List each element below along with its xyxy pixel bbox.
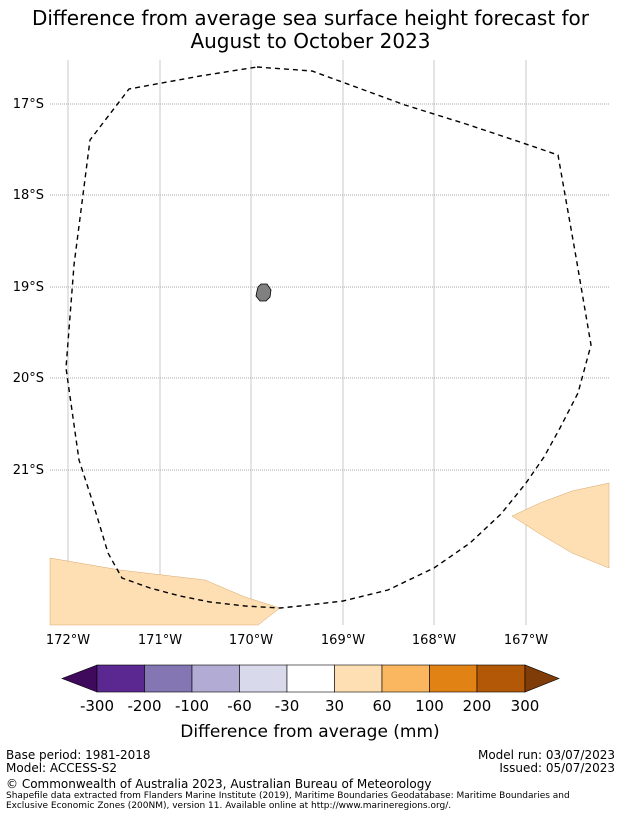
colorbar-bin (334, 664, 383, 693)
colorbar-bin (476, 664, 526, 693)
colorbar-bin (429, 664, 478, 693)
lon-label: 170°W (229, 633, 273, 648)
footer-right: Model run: 03/07/2023 Issued: 05/07/2023 (478, 749, 615, 775)
colorbar-tick-label: -30 (275, 697, 300, 715)
colorbar-bin (191, 664, 240, 693)
lon-label: 167°W (504, 633, 548, 648)
colorbar-ticks: -300 -200 -100 -60 -30 30 60 100 200 300 (80, 697, 539, 715)
copyright-notice: © Commonwealth of Australia 2023, Austra… (6, 777, 432, 791)
latitude-gridlines (50, 103, 609, 471)
footer-left: Base period: 1981-2018 Model: ACCESS-S2 (6, 749, 151, 775)
longitude-gridlines (67, 60, 527, 625)
lon-label: 172°W (46, 633, 90, 648)
colorbar-bin (381, 664, 430, 693)
colorbar-tick-label: 60 (372, 697, 391, 715)
colorbar-tick-label: 100 (415, 697, 444, 715)
lat-label: 18°S (13, 188, 44, 203)
model-name: Model: ACCESS-S2 (6, 761, 118, 775)
colorbar-tick-label: -100 (175, 697, 209, 715)
colorbar-tick-label: -200 (127, 697, 161, 715)
anomaly-region-east (511, 482, 610, 569)
colorbar-tick-label: 300 (511, 697, 540, 715)
base-period: Base period: 1981-2018 (6, 748, 151, 762)
lat-label: 17°S (13, 97, 44, 112)
colorbar-tick-label: 30 (325, 697, 344, 715)
colorbar-label: Difference from average (mm) (180, 722, 439, 742)
lat-label: 21°S (13, 463, 44, 478)
colorbar-bin (96, 664, 145, 693)
lat-label: 20°S (13, 371, 44, 386)
issued-date: Issued: 05/07/2023 (499, 761, 615, 775)
map-title: Difference from average sea surface heig… (0, 7, 621, 53)
colorbar-tick-label: 200 (463, 697, 492, 715)
colorbar-tick-label: -60 (227, 697, 252, 715)
colorbar-extend-low (61, 664, 98, 693)
map-panel (49, 60, 610, 626)
longitude-labels: 172°W 171°W 170°W 169°W 168°W 167°W (46, 633, 548, 648)
colorbar-bin (144, 664, 193, 693)
title-line-2: August to October 2023 (190, 29, 431, 53)
shapefile-credit: Shapefile data extracted from Flanders M… (6, 791, 606, 811)
eez-boundary-line (65, 66, 592, 609)
shapefile-credit-line-2: Exclusive Economic Zones (200NM), versio… (6, 801, 452, 811)
lat-label: 19°S (13, 280, 44, 295)
title-line-1: Difference from average sea surface heig… (31, 6, 590, 30)
lon-label: 169°W (321, 633, 365, 648)
latitude-labels: 17°S 18°S 19°S 20°S 21°S (13, 97, 44, 478)
colorbar (61, 664, 560, 693)
shapefile-credit-line-1: Shapefile data extracted from Flanders M… (6, 791, 570, 801)
colorbar-tick-label: -300 (80, 697, 114, 715)
lon-label: 168°W (412, 633, 456, 648)
colorbar-extend-high (524, 664, 560, 693)
colorbar-bin (286, 664, 335, 693)
colorbar-bin (239, 664, 288, 693)
niue-island (255, 283, 272, 302)
lon-label: 171°W (138, 633, 182, 648)
model-run-date: Model run: 03/07/2023 (477, 748, 615, 762)
